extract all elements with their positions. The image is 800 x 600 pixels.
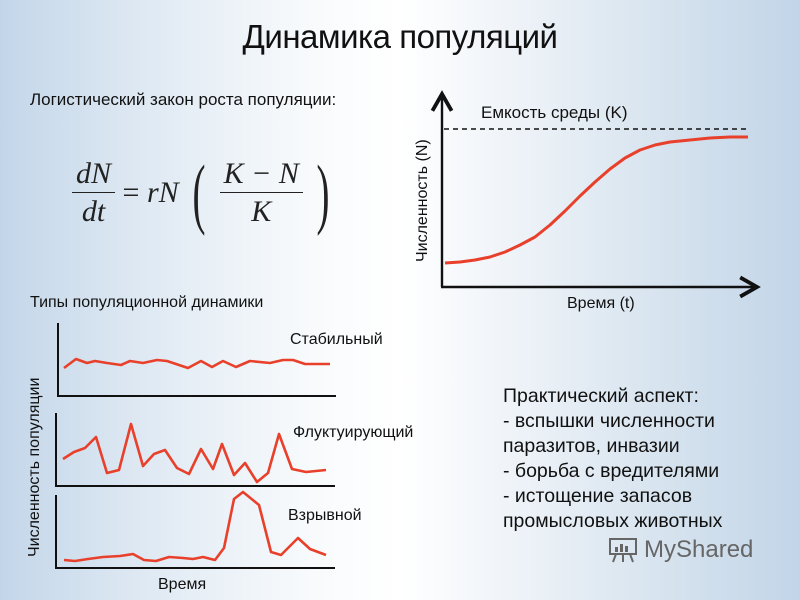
logistic-formula: dN dt = rN ( K − N K ) bbox=[72, 148, 342, 248]
fluctuating-axes bbox=[55, 413, 335, 487]
practical-line: - истощение запасов bbox=[503, 485, 693, 507]
explosive-axes bbox=[55, 495, 335, 569]
fluctuating-label: Флуктуирующий bbox=[293, 424, 414, 441]
logistic-chart bbox=[430, 90, 761, 299]
equals-sign: = bbox=[122, 176, 140, 209]
carrying-capacity-label: Емкость среды (K) bbox=[481, 103, 628, 122]
capacity-fraction: K − N K bbox=[219, 156, 303, 231]
open-paren: ( bbox=[192, 149, 206, 236]
watermark: MyShared bbox=[608, 536, 753, 564]
practical-line: промысловых животных bbox=[503, 510, 723, 532]
practical-line: - вспышки численности bbox=[503, 410, 715, 432]
practical-heading: Практический аспект: bbox=[503, 385, 699, 407]
fluctuating-chart bbox=[55, 413, 335, 487]
stable-label: Стабильный bbox=[290, 331, 383, 348]
derivative-fraction: dN dt bbox=[72, 156, 116, 231]
derivative-denominator: dt bbox=[81, 194, 106, 228]
close-paren: ) bbox=[316, 149, 330, 236]
explosive-label: Взрывной bbox=[288, 507, 362, 524]
fluctuating-line bbox=[62, 422, 327, 484]
explosive-chart bbox=[55, 490, 335, 569]
small-charts-x-label: Время bbox=[158, 576, 207, 593]
capacity-denominator: K bbox=[251, 194, 272, 228]
practical-aspect: Практический аспект: - вспышки численнос… bbox=[503, 384, 722, 534]
slide-title: Динамика популяций bbox=[242, 18, 558, 55]
stable-chart bbox=[57, 323, 336, 397]
practical-line: - борьба с вредителями bbox=[503, 460, 720, 482]
stable-line bbox=[63, 357, 330, 370]
presentation-board-icon bbox=[609, 538, 637, 563]
logistic-x-axis-label: Время (t) bbox=[567, 295, 635, 312]
practical-line: паразитов, инвазии bbox=[503, 435, 680, 457]
watermark-text: MyShared bbox=[644, 536, 754, 563]
stable-axes bbox=[57, 323, 336, 397]
logistic-law-label: Логистический закон роста популяции: bbox=[30, 90, 337, 109]
capacity-numerator: K − N bbox=[219, 156, 303, 193]
types-title: Типы популяционной динамики bbox=[30, 294, 264, 311]
logistic-curve bbox=[444, 135, 748, 265]
derivative-numerator: dN bbox=[72, 156, 116, 193]
explosive-line bbox=[63, 490, 327, 563]
rn-factor: rN bbox=[146, 176, 179, 209]
